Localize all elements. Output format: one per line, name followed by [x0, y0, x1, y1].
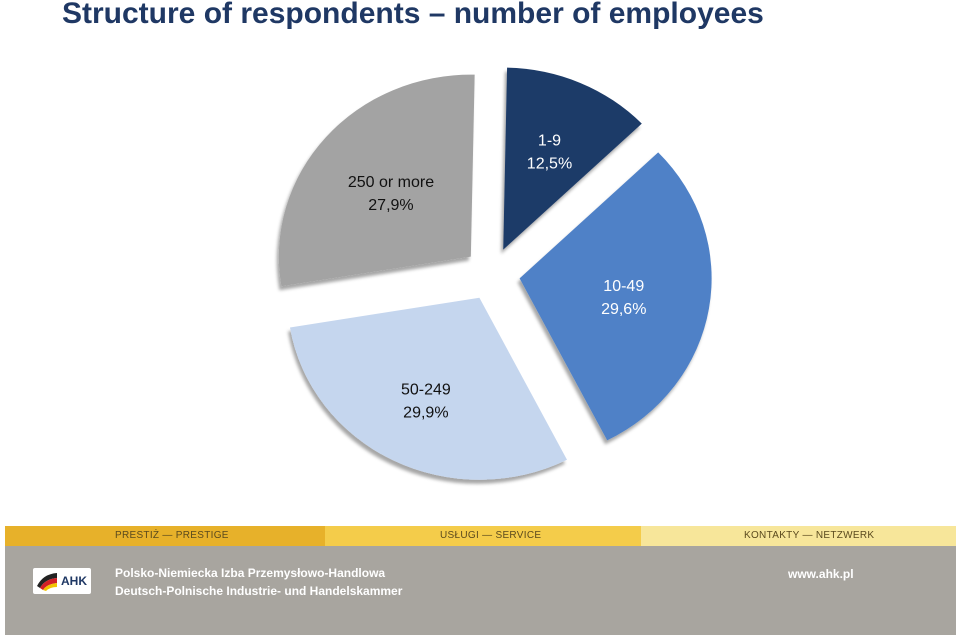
page-title: Structure of respondents – number of emp…	[62, 0, 764, 30]
flag-icon	[37, 573, 57, 591]
slice-value-label: 29,9%	[403, 405, 448, 422]
tagline-network: KONTAKTY — NETZWERK	[641, 526, 956, 546]
slice-label: 50-249	[401, 382, 451, 399]
pie-chart: 1-9 12,5% 10-49 29,6% 50-249 29,9% 250 or more…	[278, 67, 712, 480]
slice-label: 10-49	[603, 278, 644, 295]
slice-value-label: 27,9%	[368, 197, 413, 214]
footer: PRESTIŻ — PRESTIGE USŁUGI — SERVICE KONT…	[5, 526, 956, 635]
slice-label: 1-9	[538, 133, 561, 150]
logo-text: AHK	[61, 574, 87, 588]
ahk-logo: AHK	[33, 568, 91, 594]
pie-slice-1-9	[503, 67, 642, 250]
website-link[interactable]: www.ahk.pl	[788, 567, 854, 581]
tagline-prestige: PRESTIŻ — PRESTIGE	[5, 526, 325, 546]
slice-label: 250 or more	[348, 174, 434, 191]
pie-slice-250-or-more	[278, 74, 475, 287]
slice-value-label: 29,6%	[601, 301, 646, 318]
pie-slice-50-249	[289, 297, 567, 480]
footer-tagline-bar: PRESTIŻ — PRESTIGE USŁUGI — SERVICE KONT…	[5, 526, 956, 546]
tagline-service: USŁUGI — SERVICE	[325, 526, 641, 546]
pie-slice-10-49	[519, 152, 712, 441]
org-name-polish: Polsko-Niemiecka Izba Przemysłowo-Handlo…	[115, 566, 386, 580]
org-name-german: Deutsch-Polnische Industrie- und Handels…	[115, 584, 403, 598]
slice-value-label: 12,5%	[527, 156, 572, 173]
footer-main: AHK Polsko-Niemiecka Izba Przemysłowo-Ha…	[5, 546, 956, 635]
